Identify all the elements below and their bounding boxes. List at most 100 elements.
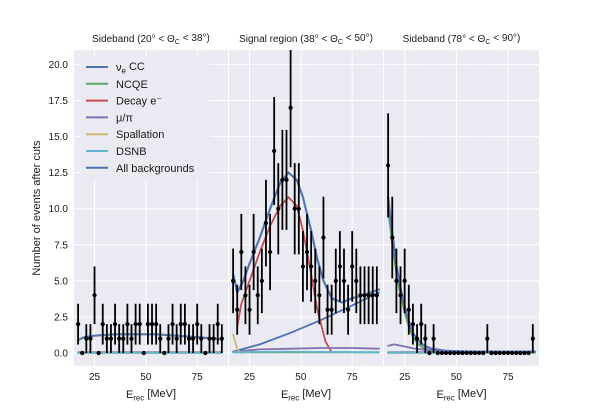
data-point: [531, 336, 535, 340]
data-point: [272, 149, 276, 153]
x-axis-label: Erec [MeV]: [126, 388, 176, 402]
data-point: [212, 336, 216, 340]
data-point: [506, 351, 510, 355]
data-point: [411, 322, 415, 326]
data-point: [456, 351, 460, 355]
legend-entry: NCQE: [116, 79, 148, 91]
x-tick-label: 75: [502, 372, 514, 383]
x-tick-label: 25: [399, 372, 411, 383]
data-point: [158, 336, 162, 340]
y-tick-label: 5.0: [54, 276, 68, 287]
panel-title: Sideband (20° < ΘC < 38°): [92, 33, 210, 46]
data-point: [239, 250, 243, 254]
data-point: [97, 351, 101, 355]
data-point: [150, 322, 154, 326]
y-tick-label: 7.5: [54, 240, 68, 251]
data-point: [105, 336, 109, 340]
data-point: [297, 207, 301, 211]
data-point: [342, 279, 346, 283]
series-line-dsnb: [233, 352, 379, 353]
data-point: [84, 336, 88, 340]
data-point: [460, 351, 464, 355]
data-point: [498, 351, 502, 355]
y-axis-label: Number of events after cuts: [31, 140, 43, 276]
data-point: [514, 351, 518, 355]
data-point: [489, 351, 493, 355]
data-point: [162, 351, 166, 355]
data-point: [117, 336, 121, 340]
data-point: [166, 336, 170, 340]
data-point: [129, 336, 133, 340]
legend-entry: μ/π: [116, 112, 133, 124]
data-point: [207, 336, 211, 340]
data-point: [440, 351, 444, 355]
data-point: [289, 106, 293, 110]
data-point: [175, 336, 179, 340]
data-point: [481, 351, 485, 355]
data-point: [465, 351, 469, 355]
data-point: [305, 250, 309, 254]
data-point: [367, 293, 371, 297]
data-point: [80, 351, 84, 355]
data-point: [423, 336, 427, 340]
data-point: [452, 351, 456, 355]
x-tick-label: 75: [347, 372, 359, 383]
data-point: [276, 207, 280, 211]
y-tick-label: 2.5: [54, 312, 68, 323]
data-point: [473, 351, 477, 355]
data-point: [92, 293, 96, 297]
data-point: [109, 336, 113, 340]
data-point: [268, 250, 272, 254]
x-tick-label: 50: [140, 372, 152, 383]
data-point: [195, 322, 199, 326]
data-point: [386, 163, 390, 167]
y-tick-label: 20.0: [49, 60, 69, 71]
x-axis-label: Erec [MeV]: [436, 388, 486, 402]
data-point: [203, 351, 207, 355]
data-point: [362, 293, 366, 297]
y-tick-label: 15.0: [49, 132, 69, 143]
data-point: [371, 293, 375, 297]
data-point: [154, 322, 158, 326]
data-point: [187, 336, 191, 340]
data-point: [121, 336, 125, 340]
data-point: [313, 279, 317, 283]
data-point: [183, 322, 187, 326]
data-point: [358, 293, 362, 297]
legend-entry: DSNB: [116, 146, 147, 158]
data-point: [179, 322, 183, 326]
data-point: [125, 322, 129, 326]
data-point: [301, 264, 305, 268]
data-point: [170, 322, 174, 326]
data-point: [485, 336, 489, 340]
data-point: [444, 351, 448, 355]
data-point: [284, 178, 288, 182]
data-point: [235, 308, 239, 312]
legend-entry: All backgrounds: [116, 163, 195, 175]
data-point: [88, 336, 92, 340]
data-point: [76, 322, 80, 326]
data-point: [191, 336, 195, 340]
data-point: [317, 293, 321, 297]
data-point: [390, 235, 394, 239]
data-point: [256, 293, 260, 297]
data-point: [220, 336, 224, 340]
data-point: [334, 279, 338, 283]
x-axis-label: Erec [MeV]: [281, 388, 331, 402]
data-point: [522, 351, 526, 355]
data-point: [469, 351, 473, 355]
data-point: [330, 308, 334, 312]
y-tick-label: 12.5: [49, 168, 69, 179]
data-point: [325, 308, 329, 312]
data-point: [243, 293, 247, 297]
data-point: [321, 235, 325, 239]
data-point: [448, 351, 452, 355]
data-point: [138, 322, 142, 326]
data-point: [199, 336, 203, 340]
data-point: [216, 322, 220, 326]
data-point: [436, 351, 440, 355]
